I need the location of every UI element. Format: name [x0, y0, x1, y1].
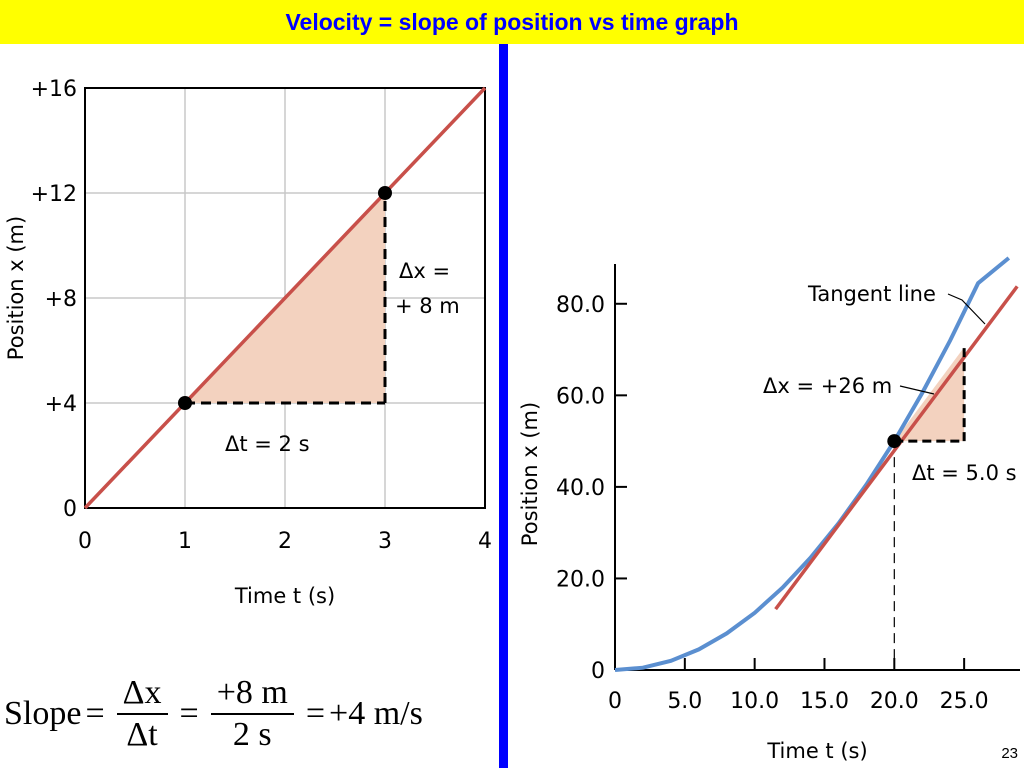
y-tick-label: 20.0 [556, 567, 605, 592]
fraction-delta-den: Δt [126, 716, 158, 753]
plot-frame [84, 87, 486, 509]
y-tick-label: 40.0 [556, 476, 605, 501]
equals-sign: = [305, 695, 326, 732]
fraction-values-den: 2 s [232, 716, 272, 753]
y-tick-label: 60.0 [556, 384, 605, 409]
delta-x-leader [899, 385, 935, 395]
tangent-label: Tangent line [807, 282, 936, 306]
x-axis-label: Time t (s) [234, 584, 335, 608]
x-tick-label: 10.0 [730, 689, 779, 714]
x-tick-label: 1 [178, 529, 192, 554]
position-curve [614, 256, 1011, 672]
chart-position-linear: 0 1 2 3 4 0 +4 +8 +12 +16 Time t (s) Position x (m)… [4, 77, 492, 608]
x-axis-label: Time t (s) [766, 739, 867, 763]
divider-bar [499, 44, 508, 768]
x-tick-label: 0 [608, 689, 622, 714]
delta-x-label: Δx = [399, 259, 450, 283]
y-tick-label: 0 [63, 497, 77, 522]
fraction-delta: Δx Δt [116, 675, 168, 753]
delta-t-label: Δt = 5.0 s [912, 461, 1017, 485]
equals-sign: = [179, 695, 199, 732]
y-tick-label: +8 [45, 287, 77, 312]
x-tick-label: 25.0 [940, 689, 989, 714]
delta-x-value: + 8 m [395, 294, 460, 318]
x-tick-label: 20.0 [870, 689, 919, 714]
x-tick-label: 5.0 [667, 689, 702, 714]
slide-title: Velocity = slope of position vs time gra… [285, 8, 739, 35]
slope-result: +4 m/s [329, 695, 423, 732]
data-point [887, 434, 902, 449]
slope-triangle [894, 347, 965, 442]
slope-label: Slope [4, 695, 82, 732]
page-number: 23 [1001, 745, 1018, 762]
y-tick-label: 80.0 [556, 293, 605, 318]
x-tick-label: 4 [478, 529, 492, 554]
y-tick-label: +12 [31, 182, 77, 207]
y-tick-label: +16 [31, 77, 77, 102]
delta-t-label: Δt = 2 s [225, 432, 310, 456]
slope-formula: Slope = Δx Δt = +8 m 2 s = +4 m/s [4, 664, 423, 764]
y-tick-label: 0 [591, 659, 605, 684]
y-tick-label: +4 [45, 392, 77, 417]
position-line [83, 86, 487, 510]
x-tick-label: 15.0 [800, 689, 849, 714]
x-tick-label: 2 [278, 529, 292, 554]
x-tick-label: 3 [378, 529, 392, 554]
x-tick-label: 0 [78, 529, 92, 554]
tangent-leader [947, 293, 986, 325]
data-point [378, 186, 392, 200]
fraction-values: +8 m 2 s [210, 675, 294, 753]
equals-sign: = [85, 695, 105, 732]
y-axis-label: Position x (m) [4, 216, 28, 360]
fraction-delta-num: Δx [116, 675, 168, 715]
y-axis-label: Position x (m) [518, 402, 542, 546]
delta-x-label: Δx = +26 m [763, 374, 892, 398]
data-point [178, 396, 192, 410]
title-bar: Velocity = slope of position vs time gra… [0, 0, 1024, 44]
chart-position-curve: 0 5.0 10.0 15.0 20.0 25.0 0 20.0 40.0 60.0 80.0 Tim… [518, 256, 1020, 763]
fraction-values-num: +8 m [210, 675, 294, 715]
